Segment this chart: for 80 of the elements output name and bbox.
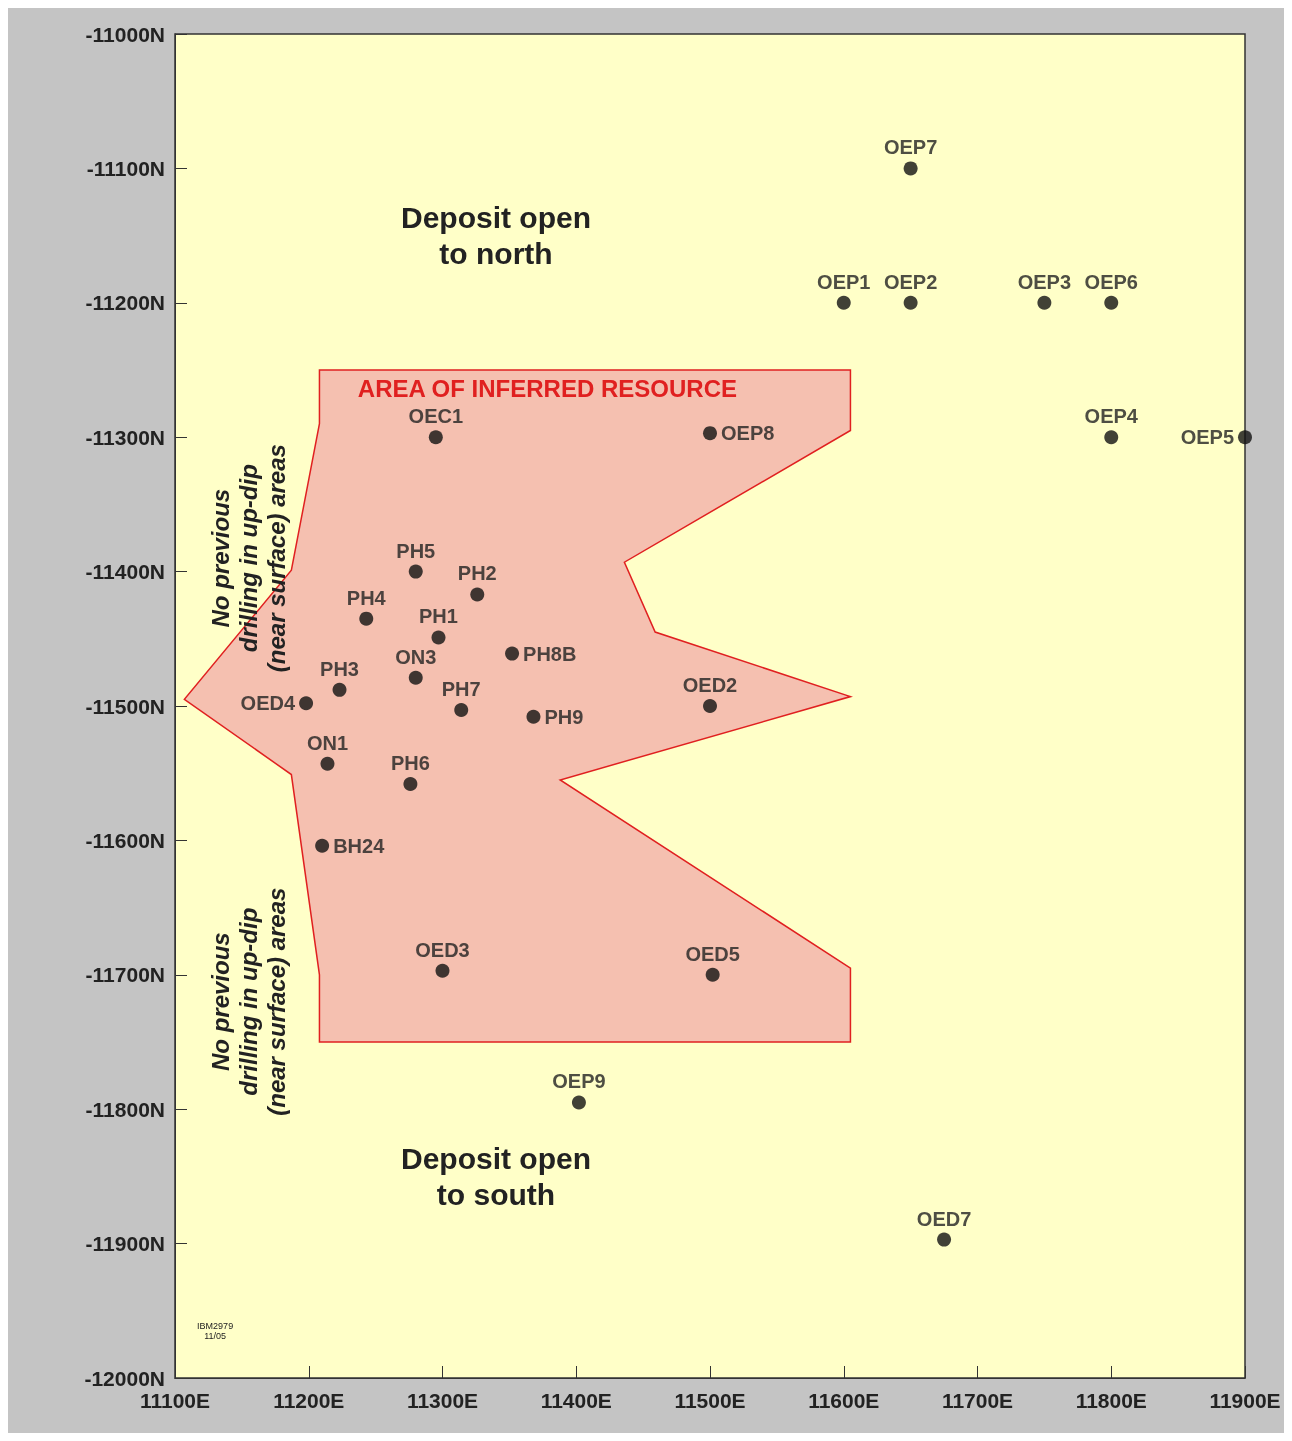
annotation: IBM2979 11/05: [197, 1320, 234, 1341]
data-label: OED5: [685, 942, 740, 965]
y-tick-label: -11200N: [85, 291, 165, 315]
y-tick-label: -11400N: [85, 560, 165, 584]
point: [703, 426, 717, 441]
data-label: PH4: [346, 586, 387, 609]
point: [705, 967, 720, 982]
y-tick-label: -11700N: [85, 963, 165, 987]
point: [408, 670, 423, 685]
x-tick-label: 11800E: [1075, 1389, 1147, 1412]
x-tick-label: 11600E: [808, 1389, 880, 1412]
y-tick-label: -11000N: [85, 22, 165, 46]
data-label: PH9: [544, 705, 584, 728]
data-label: OEP5: [1180, 426, 1234, 449]
x-tick-label: 11300E: [406, 1389, 479, 1412]
point: [1037, 295, 1052, 310]
annotation: No previous drilling in up-dip (near surface) areas: [207, 444, 291, 673]
data-label: OED3: [415, 938, 470, 961]
point: [315, 838, 330, 853]
point: [320, 756, 335, 771]
annotation: Deposit open to south: [400, 1141, 592, 1211]
data-label: PH2: [457, 562, 497, 585]
point: [505, 646, 520, 661]
x-tick-label: 11400E: [540, 1389, 612, 1412]
data-label: ON3: [395, 645, 437, 668]
point: [1238, 430, 1252, 445]
data-label: PH7: [441, 678, 481, 701]
data-label: OEP3: [1017, 270, 1072, 293]
data-label: OED7: [916, 1207, 972, 1230]
point: [428, 430, 443, 445]
data-label: PH5: [396, 539, 436, 562]
point: [1104, 430, 1119, 445]
point: [435, 963, 450, 978]
data-label: OED2: [682, 674, 738, 696]
point: [299, 696, 314, 711]
data-label: OEC1: [408, 405, 464, 428]
y-tick-label: -12000N: [84, 1366, 165, 1390]
point: [1104, 295, 1119, 310]
data-label: OEP9: [552, 1070, 606, 1093]
data-label: OEP7: [883, 136, 938, 159]
x-tick-label: 11700E: [941, 1389, 1014, 1412]
x-tick-label: 11500E: [674, 1389, 746, 1412]
x-tick-label: 11900E: [1209, 1389, 1281, 1412]
data-label: OEP8: [721, 422, 775, 445]
data-label: PH6: [390, 751, 430, 774]
data-label: OEP2: [883, 270, 938, 293]
data-label: OED4: [240, 692, 296, 715]
y-tick-label: -11100N: [86, 156, 165, 180]
y-tick-label: -11500N: [85, 694, 165, 718]
point: [403, 776, 418, 791]
data-label: OEP1: [817, 270, 871, 293]
point: [571, 1095, 586, 1110]
data-label: OEP6: [1084, 270, 1138, 293]
data-label: ON1: [306, 731, 349, 754]
data-label: OEP4: [1084, 405, 1139, 428]
point: [408, 564, 423, 579]
point: [937, 1232, 952, 1247]
data-label: PH1: [419, 605, 458, 628]
annotation: No previous drilling in up-dip (near surface) areas: [207, 887, 291, 1116]
point: [703, 699, 717, 713]
x-tick-label: 11200E: [273, 1389, 345, 1412]
x-tick-label: 11100E: [139, 1389, 211, 1412]
annotation: Deposit open to north: [400, 201, 592, 271]
y-tick-label: -11800N: [85, 1097, 165, 1121]
point: [431, 630, 446, 645]
point: [836, 295, 851, 310]
data-label: PH3: [320, 657, 359, 680]
point: [359, 611, 374, 626]
point: [903, 295, 918, 310]
data-label: PH8B: [523, 642, 577, 665]
y-tick-label: -11300N: [85, 425, 165, 449]
point: [332, 682, 347, 697]
y-tick-label: -11900N: [85, 1232, 165, 1256]
point: [470, 587, 485, 602]
series-label: AREA OF INFERRED RESOURCE: [357, 374, 737, 402]
data-label: BH24: [333, 834, 386, 857]
point: [454, 703, 469, 718]
point: [526, 709, 541, 724]
y-tick-label: -11600N: [85, 828, 165, 852]
point: [903, 161, 918, 176]
